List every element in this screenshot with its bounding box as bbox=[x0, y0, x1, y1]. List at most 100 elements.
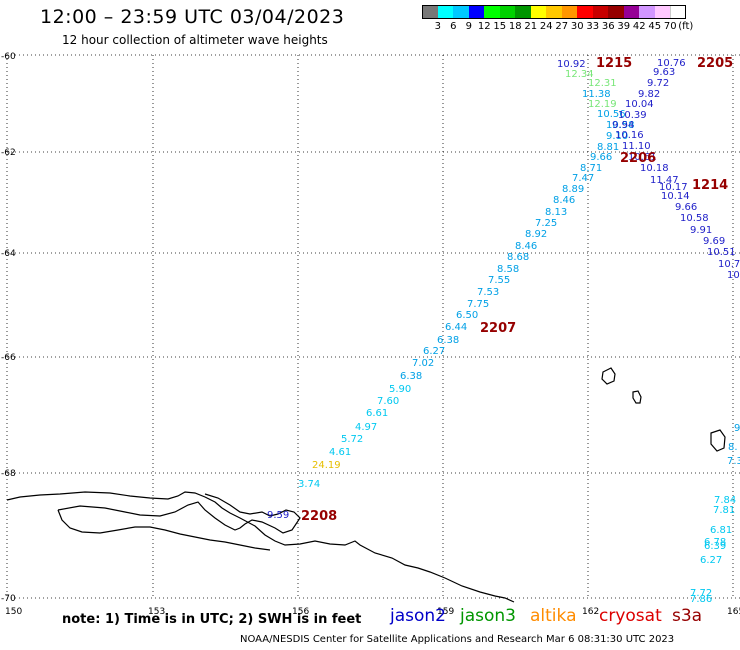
wave-height-value: 7.84 bbox=[714, 495, 736, 506]
coastline-main bbox=[6, 491, 515, 603]
color-scale-swatch bbox=[577, 5, 593, 19]
pass-time-label: 2206 bbox=[620, 151, 656, 166]
color-scale-tick-label: 30 bbox=[570, 21, 584, 32]
wave-height-value: 12.34 bbox=[565, 69, 594, 80]
wave-height-value: 9.63 bbox=[653, 67, 675, 78]
wave-height-value: 10.39 bbox=[618, 110, 647, 121]
wave-height-value: 10.18 bbox=[640, 163, 669, 174]
latitude-label: -62 bbox=[1, 148, 16, 158]
wave-height-value: 7.02 bbox=[412, 358, 434, 369]
color-scale-tick-label: 6 bbox=[450, 21, 457, 32]
wave-height-value: 10.56 bbox=[597, 109, 626, 120]
wave-height-value: 4.61 bbox=[329, 447, 351, 458]
color-scale-swatch bbox=[453, 5, 469, 19]
color-scale-tick-label: 18 bbox=[508, 21, 522, 32]
wave-height-value: 8.58 bbox=[497, 264, 519, 275]
wave-height-value: 10.04 bbox=[625, 99, 654, 110]
wave-height-value: 7.55 bbox=[488, 275, 510, 286]
wave-height-value: 5.72 bbox=[341, 434, 363, 445]
pass-time-label: 2205 bbox=[697, 56, 733, 71]
wave-height-value: 7.60 bbox=[377, 396, 399, 407]
wave-height-value: 7.86 bbox=[690, 594, 712, 605]
wave-height-value: 9 bbox=[734, 423, 740, 434]
map-subtitle: 12 hour collection of altimeter wave hei… bbox=[62, 33, 328, 47]
wave-height-value: 10.58 bbox=[606, 120, 635, 131]
latitude-label: -70 bbox=[1, 594, 16, 604]
wave-height-value: 7.53 bbox=[477, 287, 499, 298]
color-scale-tick-label: 3 bbox=[434, 21, 441, 32]
color-scale-tick-label: 27 bbox=[555, 21, 569, 32]
color-scale-swatch bbox=[592, 5, 608, 19]
color-scale-swatch bbox=[484, 5, 500, 19]
wave-height-value: 10 bbox=[727, 270, 740, 281]
wave-height-value: 9.66 bbox=[590, 152, 612, 163]
color-scale-tick-label: 33 bbox=[586, 21, 600, 32]
graticule-grid bbox=[6, 54, 740, 599]
wave-height-value: 9.82 bbox=[638, 89, 660, 100]
color-scale-swatch bbox=[670, 5, 686, 19]
color-scale-tick-label: 36 bbox=[601, 21, 615, 32]
color-scale-tick-label: 21 bbox=[524, 21, 538, 32]
color-scale-swatch bbox=[422, 5, 438, 19]
axis-labels: 150 153 156 159 162 165 -60 -62 -64 -66 -68 -70 bbox=[1, 52, 740, 617]
wave-height-value: 6.38 bbox=[400, 371, 422, 382]
longitude-label: 156 bbox=[292, 607, 309, 617]
color-scale-tick-label: 42 bbox=[632, 21, 646, 32]
color-scale-tick-label: 39 bbox=[617, 21, 631, 32]
wave-height-value: 10.7 bbox=[718, 259, 740, 270]
wave-height-value: 10.51 bbox=[707, 247, 736, 258]
wave-height-value: 11.10 bbox=[622, 141, 651, 152]
satellite-legend-altika: altika bbox=[530, 606, 577, 626]
color-scale-swatch bbox=[546, 5, 562, 19]
wave-height-value: 8.46 bbox=[553, 195, 575, 206]
wave-height-value: 7.25 bbox=[535, 218, 557, 229]
wave-height-value: 8.68 bbox=[507, 252, 529, 263]
track-time-labels: 1215 2205 2206 1214 2207 2208 bbox=[301, 56, 733, 524]
wave-height-value: 11.47 bbox=[650, 175, 679, 186]
latitude-label: -60 bbox=[1, 52, 16, 62]
coastline-inlet bbox=[57, 493, 301, 534]
pass-time-label: 2207 bbox=[480, 321, 516, 336]
wave-height-value: 24.19 bbox=[312, 460, 341, 471]
longitude-label: 153 bbox=[148, 607, 165, 617]
satellite-legend-jason3: jason3 bbox=[460, 606, 516, 626]
color-scale-frame bbox=[422, 5, 686, 19]
latitude-label: -66 bbox=[1, 353, 16, 363]
color-scale-tick-label: 12 bbox=[477, 21, 491, 32]
wave-height-value: 8.81 bbox=[597, 142, 619, 153]
wave-height-value: 7.81 bbox=[713, 505, 735, 516]
color-scale-swatch bbox=[561, 5, 577, 19]
coastline-south bbox=[57, 509, 271, 551]
wave-height-value: 12.19 bbox=[588, 99, 617, 110]
wave-height-value: 12.31 bbox=[588, 78, 617, 89]
wave-height-value: 8.92 bbox=[525, 229, 547, 240]
satellite-legend-cryosat: cryosat bbox=[599, 606, 662, 626]
wave-height-value: 6.81 bbox=[710, 525, 732, 536]
satellite-legend-s3a: s3a bbox=[672, 606, 703, 626]
wave-height-value: 8.89 bbox=[562, 184, 584, 195]
wave-height-value: 9.94 bbox=[612, 120, 634, 131]
pass-time-label: 2208 bbox=[301, 509, 337, 524]
wave-height-value: 6.78 bbox=[704, 537, 726, 548]
wave-height-value: 7.3 bbox=[727, 456, 740, 467]
wave-height-value: 10.14 bbox=[661, 191, 690, 202]
wave-height-value: 9.91 bbox=[690, 225, 712, 236]
color-scale-tick-label: 15 bbox=[493, 21, 507, 32]
wave-height-value: 7.47 bbox=[572, 173, 594, 184]
footer-credit: NOAA/NESDIS Center for Satellite Applica… bbox=[240, 634, 675, 645]
wave-height-value: 7.72 bbox=[690, 588, 712, 599]
color-scale-swatch bbox=[468, 5, 484, 19]
wave-height-value: 8. bbox=[728, 442, 738, 453]
color-scale-swatch bbox=[437, 5, 453, 19]
wave-height-value: 6.27 bbox=[700, 555, 722, 566]
longitude-label: 159 bbox=[437, 607, 454, 617]
island-2 bbox=[632, 390, 642, 404]
wave-height-value: 6.61 bbox=[366, 408, 388, 419]
wave-height-value: 4.97 bbox=[355, 422, 377, 433]
wave-height-value: 10.17 bbox=[659, 182, 688, 193]
pass-time-label: 1215 bbox=[596, 56, 632, 71]
color-scale-tick-label: (ft) bbox=[678, 21, 694, 32]
color-scale-swatch bbox=[639, 5, 655, 19]
color-scale-swatch bbox=[623, 5, 639, 19]
